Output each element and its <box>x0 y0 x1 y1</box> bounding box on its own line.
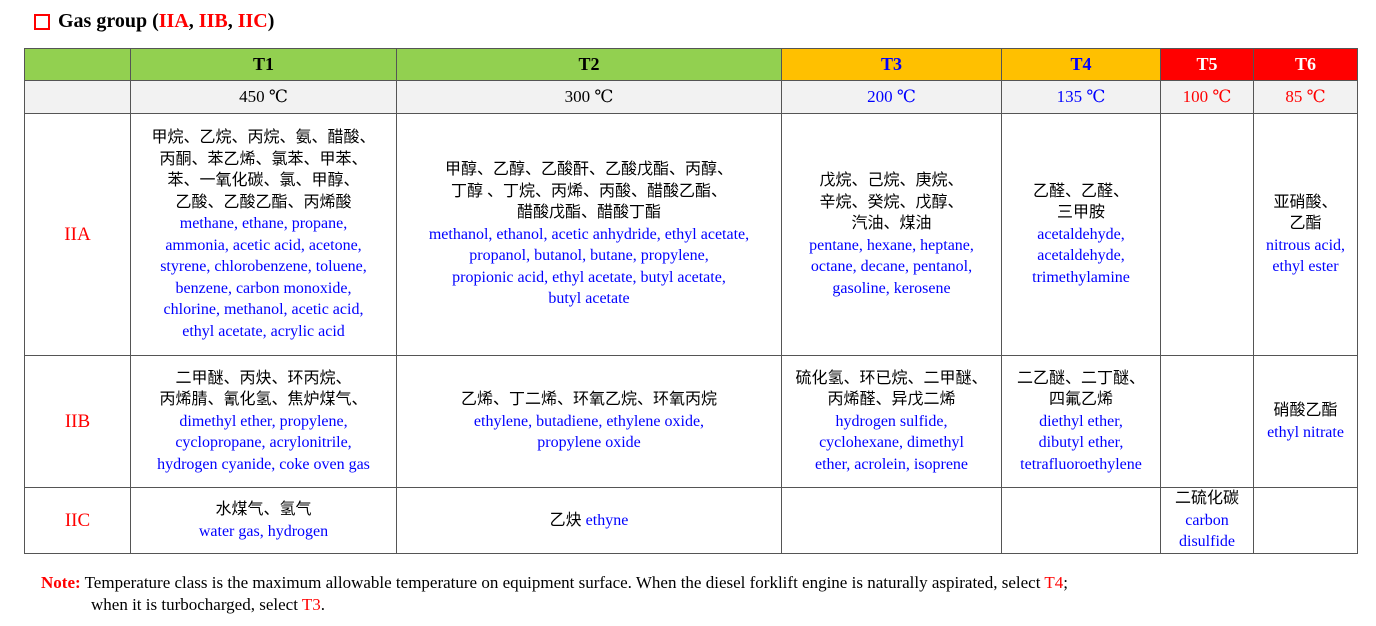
gas-group-table: T1 T2 T3 T4 T5 T6 450 ℃ 300 ℃ 200 ℃ 135 … <box>24 48 1358 554</box>
gas-cell-t6: 硝酸乙酯 ethyl nitrate <box>1253 355 1358 488</box>
chinese-names: 亚硝酸、 乙酯 <box>1273 193 1338 233</box>
title-sep: , <box>188 10 194 32</box>
title-group-iic: IIC <box>237 10 268 32</box>
english-names: ethylene, butadiene, ethylene oxide, pro… <box>473 412 705 452</box>
chinese-names: 乙炔 <box>549 511 586 529</box>
note-text-3: when it is turbocharged, select <box>91 595 302 614</box>
gas-cell-t4 <box>1001 487 1161 554</box>
header-t2: T2 <box>396 48 782 81</box>
title-group-iia: IIA <box>158 10 189 32</box>
temp-corner <box>24 80 131 114</box>
english-names: ethyl nitrate <box>1267 423 1344 441</box>
note: Note: Temperature class is the maximum a… <box>41 571 1068 595</box>
table-row-iia: IIA 甲烷、乙烷、丙烷、氨、醋酸、 丙酮、苯乙烯、氯苯、甲苯、 苯、一氧化碳、氯… <box>24 113 1358 356</box>
english-names: methane, ethane, propane, ammonia, aceti… <box>160 215 367 340</box>
chinese-names: 二硫化碳 <box>1174 490 1239 508</box>
chinese-names: 乙烯、丁二烯、环氧乙烷、环氧丙烷 <box>460 391 717 409</box>
gas-cell-t2: 乙烯、丁二烯、环氧乙烷、环氧丙烷 ethylene, butadiene, eth… <box>396 355 782 488</box>
note-text-1: Temperature class is the maximum allowab… <box>80 573 1045 592</box>
chinese-names: 甲醇、乙醇、乙酸酐、乙酸戊酯、丙醇、 丁醇 、丁烷、丙烯、丙酸、醋酸乙酯、 醋酸… <box>444 161 733 222</box>
title-prefix: Gas group ( <box>58 10 159 32</box>
header-t5: T5 <box>1160 48 1254 81</box>
english-names: acetaldehyde, acetaldehyde, trimethylami… <box>1032 225 1130 286</box>
note-text-4: . <box>320 595 326 614</box>
gas-cell-t1: 水煤气、氢气 water gas, hydrogen <box>130 487 397 554</box>
header-t6: T6 <box>1253 48 1358 81</box>
english-names: nitrous acid, ethyl ester <box>1265 236 1346 276</box>
gas-cell-t6 <box>1253 487 1358 554</box>
gas-cell-t4: 二乙醚、二丁醚、 四氟乙烯 diethyl ether, dibutyl ethe… <box>1001 355 1161 488</box>
english-names: carbon disulfide <box>1179 511 1235 551</box>
header-row: T1 T2 T3 T4 T5 T6 <box>24 48 1358 81</box>
chinese-names: 二乙醚、二丁醚、 四氟乙烯 <box>1016 369 1145 409</box>
chinese-names: 硝酸乙酯 <box>1273 402 1338 419</box>
gas-cell-t2: 乙炔 ethyne <box>396 487 782 554</box>
english-names: dimethyl ether, propylene, cyclopropane,… <box>157 412 370 473</box>
english-names: diethyl ether, dibutyl ether, tetrafluor… <box>1020 412 1142 473</box>
gas-cell-t3: 硫化氢、环已烷、二甲醚、 丙烯醛、异戊二烯 hydrogen sulfide, c… <box>781 355 1002 488</box>
header-t4: T4 <box>1001 48 1161 81</box>
title-suffix: ) <box>267 10 275 32</box>
gas-cell-t2: 甲醇、乙醇、乙酸酐、乙酸戊酯、丙醇、 丁醇 、丁烷、丙烯、丙酸、醋酸乙酯、 醋酸… <box>396 113 782 356</box>
title-sep: , <box>227 10 233 32</box>
section-title: Gas group ( IIA, IIB, IIC) <box>34 10 274 33</box>
header-corner <box>24 48 131 81</box>
note-t4: T4 <box>1044 573 1064 592</box>
header-t3: T3 <box>781 48 1002 81</box>
temp-t2: 300 ℃ <box>396 80 782 114</box>
gas-cell-t3: 戊烷、己烷、庚烷、 辛烷、癸烷、戊醇、 汽油、煤油 pentane, hexane… <box>781 113 1002 356</box>
table-row-iic: IIC 水煤气、氢气 water gas, hydrogen 乙炔 ethyne 二硫化… <box>24 487 1358 554</box>
group-label: IIA <box>24 113 131 356</box>
note-label: Note: <box>41 573 81 592</box>
title-group-iib: IIB <box>198 10 228 32</box>
header-t1: T1 <box>130 48 397 81</box>
note-t3: T3 <box>301 595 321 614</box>
temp-t1: 450 ℃ <box>130 80 397 114</box>
temp-t4: 135 ℃ <box>1001 80 1161 114</box>
gas-cell-t1: 甲烷、乙烷、丙烷、氨、醋酸、 丙酮、苯乙烯、氯苯、甲苯、 苯、一氧化碳、氯、甲醇… <box>130 113 397 356</box>
note-text-2: ; <box>1063 573 1068 592</box>
english-names: pentane, hexane, heptane, octane, decane… <box>809 236 974 297</box>
gas-cell-t6: 亚硝酸、 乙酯 nitrous acid, ethyl ester <box>1253 113 1358 356</box>
temp-t5: 100 ℃ <box>1160 80 1254 114</box>
gas-cell-t5 <box>1160 355 1254 488</box>
table-row-iib: IIB 二甲醚、丙炔、环丙烷、 丙烯腈、氰化氢、焦炉煤气、 dimethyl eth… <box>24 355 1358 488</box>
english-names: water gas, hydrogen <box>198 522 329 540</box>
gas-cell-t5 <box>1160 113 1254 356</box>
group-label: IIC <box>24 487 131 554</box>
note-line-2: when it is turbocharged, select T3. <box>91 595 325 615</box>
gas-cell-t5: 二硫化碳 carbon disulfide <box>1160 487 1254 554</box>
chinese-names: 二甲醚、丙炔、环丙烷、 丙烯腈、氰化氢、焦炉煤气、 <box>159 369 368 409</box>
chinese-names: 甲烷、乙烷、丙烷、氨、醋酸、 丙酮、苯乙烯、氯苯、甲苯、 苯、一氧化碳、氯、甲醇… <box>151 129 376 211</box>
gas-cell-t1: 二甲醚、丙炔、环丙烷、 丙烯腈、氰化氢、焦炉煤气、 dimethyl ether,… <box>130 355 397 488</box>
group-label: IIB <box>24 355 131 488</box>
chinese-names: 乙醛、乙醛、 三甲胺 <box>1032 182 1129 222</box>
chinese-names: 硫化氢、环已烷、二甲醚、 丙烯醛、异戊二烯 <box>795 369 988 409</box>
english-names: ethyne <box>585 511 629 529</box>
chinese-names: 戊烷、己烷、庚烷、 辛烷、癸烷、戊醇、 汽油、煤油 <box>819 172 964 232</box>
temp-t3: 200 ℃ <box>781 80 1002 114</box>
gas-cell-t4: 乙醛、乙醛、 三甲胺 acetaldehyde, acetaldehyde, tr… <box>1001 113 1161 356</box>
english-names: hydrogen sulfide, cyclohexane, dimethyl … <box>814 412 969 473</box>
chinese-names: 水煤气、氢气 <box>215 501 312 518</box>
checkbox-square-icon <box>34 13 50 30</box>
temp-t6: 85 ℃ <box>1253 80 1358 114</box>
english-names: methanol, ethanol, acetic anhydride, eth… <box>428 225 750 308</box>
gas-cell-t3 <box>781 487 1002 554</box>
temperature-row: 450 ℃ 300 ℃ 200 ℃ 135 ℃ 100 ℃ 85 ℃ <box>24 80 1358 114</box>
